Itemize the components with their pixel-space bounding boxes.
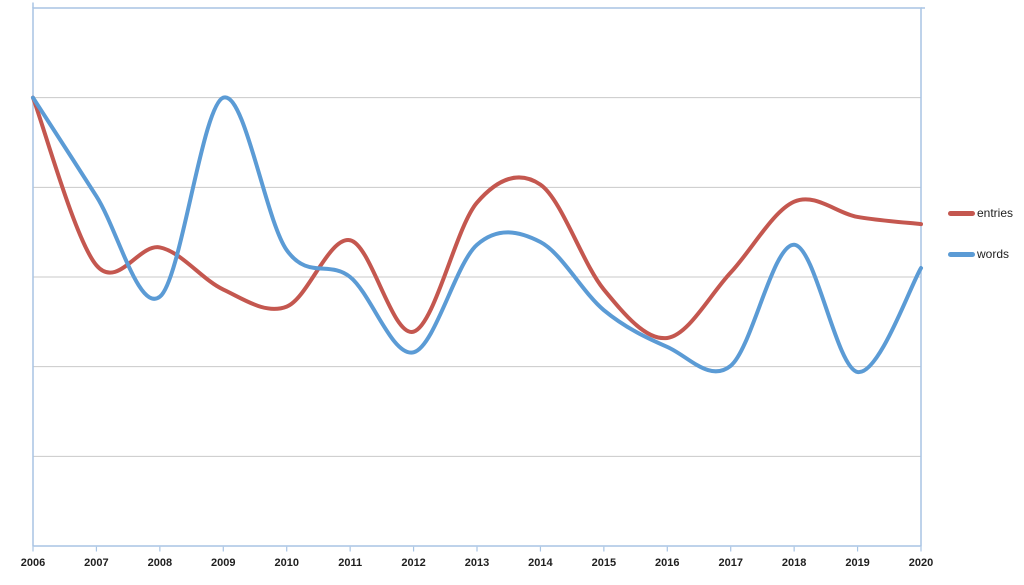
x-axis-label: 2009: [211, 557, 235, 569]
x-axis-label: 2006: [21, 557, 45, 569]
x-axis-label: 2008: [148, 557, 172, 569]
legend-item-words[interactable]: words: [948, 248, 1009, 261]
x-axis-label: 2012: [401, 557, 425, 569]
x-axis-label: 2014: [528, 557, 553, 569]
x-axis-label: 2007: [84, 557, 108, 569]
x-axis-label: 2020: [909, 557, 933, 569]
entries-series-line: [31, 95, 923, 340]
x-axis-label: 2016: [655, 557, 679, 569]
entries-line-swatch: [948, 211, 975, 216]
legend-label-entries: entries: [977, 206, 1014, 220]
x-axis-label: 2011: [338, 557, 362, 569]
x-axis-label: 2018: [782, 557, 806, 569]
legend-item-entries[interactable]: entries: [948, 207, 1013, 220]
words-line-swatch: [948, 252, 975, 257]
x-axis-label: 2013: [465, 557, 489, 569]
x-axis-label: 2015: [592, 557, 616, 569]
plot-border: [32, 7, 922, 547]
x-axis-label: 2019: [845, 557, 869, 569]
x-axis-label: 2017: [718, 557, 742, 569]
legend-label-words: words: [977, 247, 1010, 261]
words-series-line: [31, 95, 923, 375]
x-axis-label: 2010: [274, 557, 298, 569]
